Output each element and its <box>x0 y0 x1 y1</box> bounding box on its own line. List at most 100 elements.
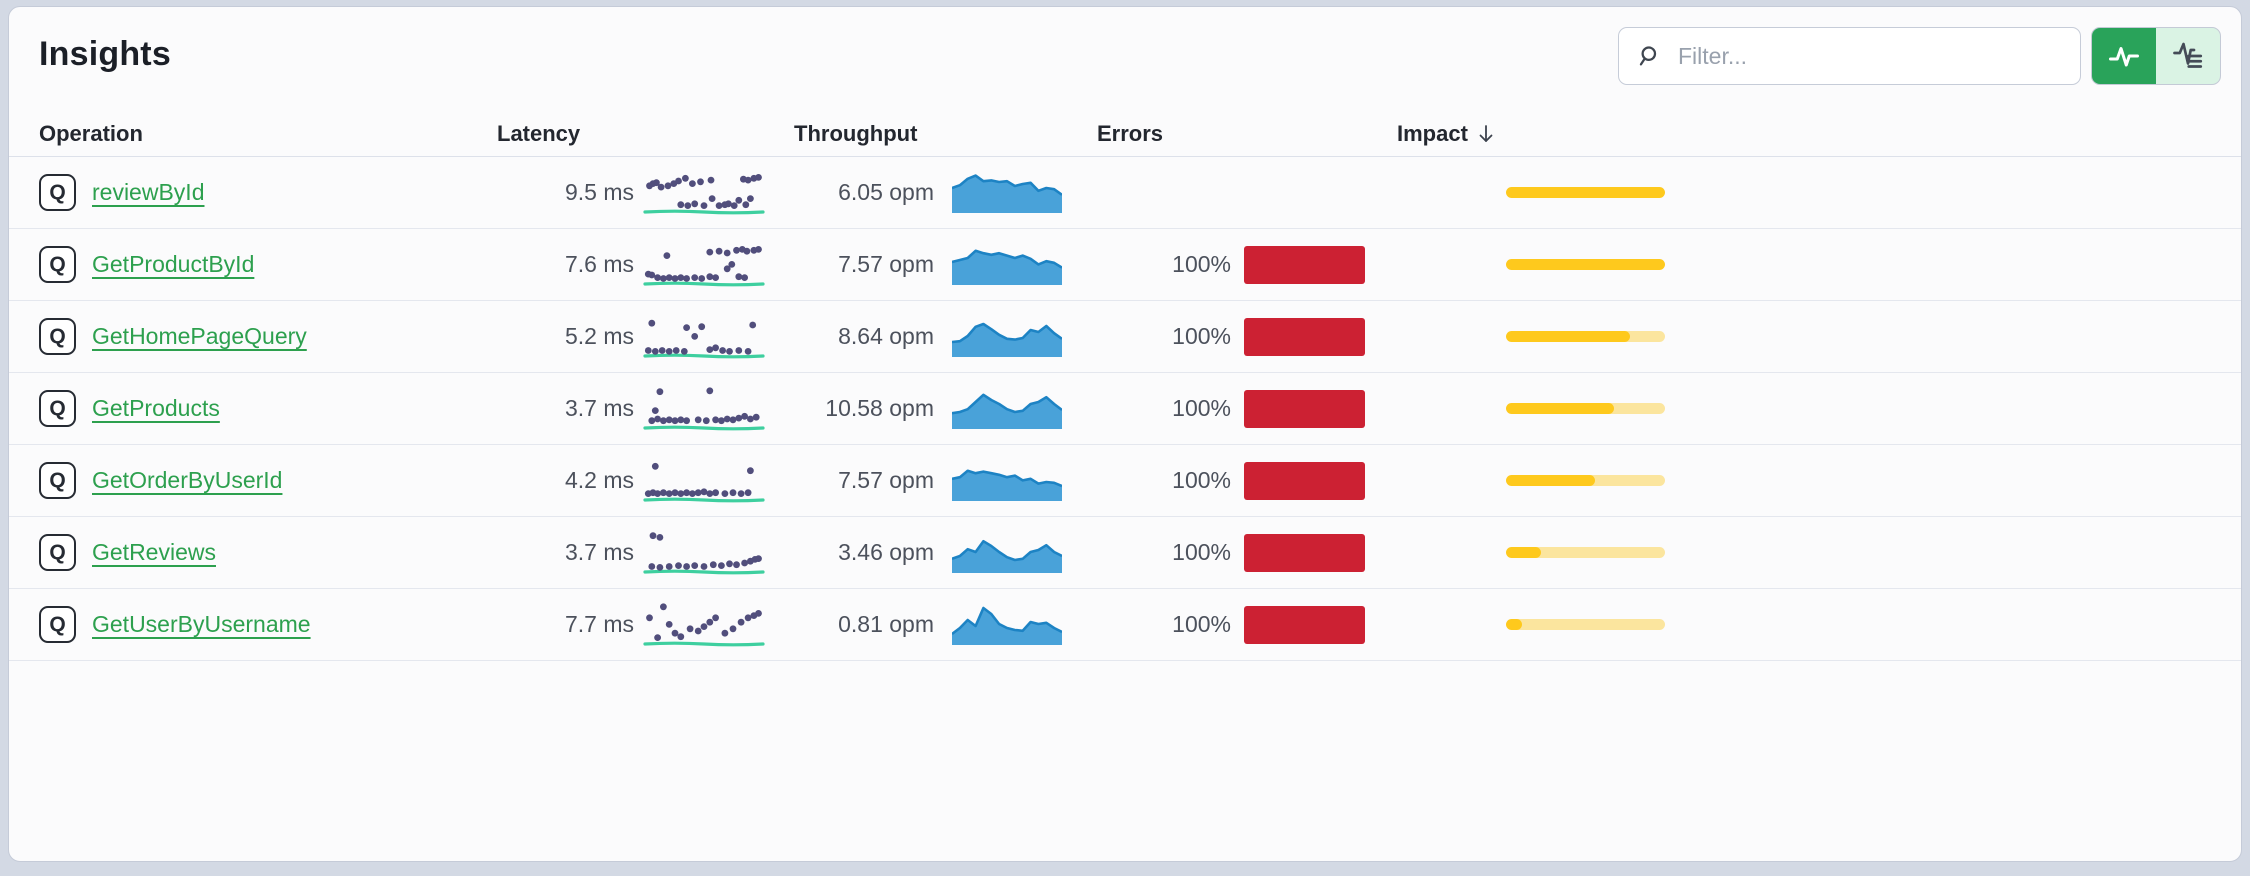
latency-cell: 3.7 ms <box>497 378 794 439</box>
latency-scatter-sparkline[interactable] <box>643 162 765 223</box>
latency-cell: 7.7 ms <box>497 594 794 655</box>
impact-cell <box>1397 619 2241 630</box>
error-rate-value: 100% <box>1172 611 1231 637</box>
column-header-latency[interactable]: Latency <box>497 121 794 147</box>
impact-bar-fill <box>1506 475 1596 486</box>
impact-cell <box>1397 187 2241 198</box>
impact-cell <box>1397 475 2241 486</box>
insights-panel: Insights <box>8 6 2242 862</box>
error-rate-bar <box>1244 245 1365 284</box>
impact-bar-track <box>1506 475 1665 486</box>
table-row: Q reviewById 9.5 ms 6.05 opm <box>9 157 2241 229</box>
error-rate-value: 100% <box>1172 323 1231 349</box>
query-type-icon: Q <box>39 390 76 427</box>
table-row: Q GetHomePageQuery 5.2 ms 8.64 opm 100% <box>9 301 2241 373</box>
impact-cell <box>1397 259 2241 270</box>
query-type-icon: Q <box>39 174 76 211</box>
operation-cell: Q reviewById <box>9 174 497 211</box>
table-header-row: Operation Latency Throughput Errors Impa… <box>9 111 2241 157</box>
table-row: Q GetProductById 7.6 ms 7.57 opm 100% <box>9 229 2241 301</box>
pulse-list-icon <box>2173 42 2203 68</box>
throughput-value: 6.05 opm <box>838 179 934 205</box>
operation-link[interactable]: GetOrderByUserId <box>92 467 283 493</box>
throughput-cell: 8.64 opm <box>794 311 1097 362</box>
sort-arrow-down-icon <box>1479 124 1493 142</box>
query-type-icon: Q <box>39 462 76 499</box>
throughput-value: 10.58 opm <box>825 395 934 421</box>
throughput-cell: 3.46 opm <box>794 527 1097 578</box>
latency-value: 5.2 ms <box>564 323 634 349</box>
operation-link[interactable]: GetReviews <box>92 539 216 565</box>
throughput-value: 0.81 opm <box>838 611 934 637</box>
error-rate-value: 100% <box>1172 467 1231 493</box>
errors-cell: 100% <box>1097 245 1397 284</box>
operation-link[interactable]: reviewById <box>92 179 205 205</box>
impact-bar-fill <box>1506 187 1665 198</box>
throughput-area-sparkline[interactable] <box>951 383 1063 434</box>
throughput-value: 3.46 opm <box>838 539 934 565</box>
table-row: Q GetReviews 3.7 ms 3.46 opm 100% <box>9 517 2241 589</box>
query-type-icon: Q <box>39 606 76 643</box>
impact-cell <box>1397 547 2241 558</box>
throughput-value: 8.64 opm <box>838 323 934 349</box>
latency-value: 7.7 ms <box>564 611 634 637</box>
throughput-cell: 0.81 opm <box>794 599 1097 650</box>
toggle-line-view-button[interactable] <box>2092 28 2156 84</box>
operation-link[interactable]: GetProducts <box>92 395 220 421</box>
impact-bar-track <box>1506 187 1665 198</box>
impact-bar-fill <box>1506 259 1665 270</box>
impact-bar-track <box>1506 547 1665 558</box>
impact-bar-fill <box>1506 547 1541 558</box>
throughput-area-sparkline[interactable] <box>951 311 1063 362</box>
errors-cell: 100% <box>1097 533 1397 572</box>
column-header-impact[interactable]: Impact <box>1397 121 2241 147</box>
throughput-area-sparkline[interactable] <box>951 455 1063 506</box>
throughput-area-sparkline[interactable] <box>951 167 1063 218</box>
operation-cell: Q GetUserByUsername <box>9 606 497 643</box>
operation-link[interactable]: GetUserByUsername <box>92 611 311 637</box>
error-rate-bar <box>1244 605 1365 644</box>
latency-cell: 9.5 ms <box>497 162 794 223</box>
throughput-area-sparkline[interactable] <box>951 527 1063 578</box>
latency-value: 3.7 ms <box>564 539 634 565</box>
latency-scatter-sparkline[interactable] <box>643 234 765 295</box>
errors-cell <box>1097 174 1397 212</box>
throughput-area-sparkline[interactable] <box>951 239 1063 290</box>
errors-cell: 100% <box>1097 461 1397 500</box>
throughput-cell: 6.05 opm <box>794 167 1097 218</box>
query-type-icon: Q <box>39 318 76 355</box>
filter-box <box>1618 27 2081 85</box>
column-header-errors[interactable]: Errors <box>1097 121 1397 147</box>
operation-link[interactable]: GetHomePageQuery <box>92 323 307 349</box>
latency-value: 3.7 ms <box>564 395 634 421</box>
filter-input[interactable] <box>1678 42 2062 70</box>
latency-scatter-sparkline[interactable] <box>643 594 765 655</box>
latency-cell: 3.7 ms <box>497 522 794 583</box>
column-header-latency-label: Latency <box>497 120 581 146</box>
column-header-throughput[interactable]: Throughput <box>794 121 1097 147</box>
latency-value: 9.5 ms <box>564 179 634 205</box>
error-rate-value: 100% <box>1172 251 1231 277</box>
column-header-operation[interactable]: Operation <box>9 121 497 147</box>
operation-cell: Q GetOrderByUserId <box>9 462 497 499</box>
latency-cell: 7.6 ms <box>497 234 794 295</box>
column-header-throughput-label: Throughput <box>794 120 918 146</box>
latency-scatter-sparkline[interactable] <box>643 306 765 367</box>
query-type-icon: Q <box>39 246 76 283</box>
latency-value: 7.6 ms <box>564 251 634 277</box>
toggle-list-view-button[interactable] <box>2156 28 2220 84</box>
impact-bar-fill <box>1506 403 1615 414</box>
operation-link[interactable]: GetProductById <box>92 251 255 277</box>
operation-cell: Q GetProductById <box>9 246 497 283</box>
pulse-icon <box>2109 47 2139 67</box>
error-rate-bar <box>1244 389 1365 428</box>
throughput-value: 7.57 opm <box>838 467 934 493</box>
latency-scatter-sparkline[interactable] <box>643 522 765 583</box>
latency-scatter-sparkline[interactable] <box>643 378 765 439</box>
latency-scatter-sparkline[interactable] <box>643 450 765 511</box>
errors-cell: 100% <box>1097 605 1397 644</box>
throughput-area-sparkline[interactable] <box>951 599 1063 650</box>
impact-cell <box>1397 403 2241 414</box>
column-header-errors-label: Errors <box>1097 120 1164 146</box>
latency-cell: 4.2 ms <box>497 450 794 511</box>
